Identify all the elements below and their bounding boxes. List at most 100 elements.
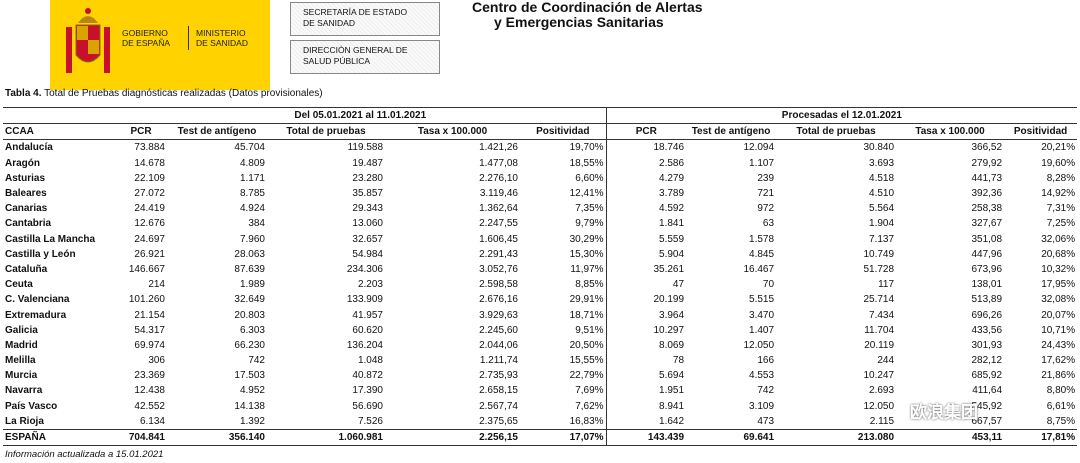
column-header: Positividad — [1004, 123, 1078, 141]
cell: 3.119,46 — [479, 188, 518, 200]
column-header: Test de antígeno — [686, 123, 777, 141]
cell: 392,36 — [971, 188, 1003, 200]
cell: 411,64 — [972, 385, 1003, 397]
cell: 11,97% — [570, 263, 604, 275]
group-header: Procesadas el 12.01.2021 — [605, 106, 1078, 125]
table-row: La Rioja 6.134 1.392 7.526 2.375,65 16,83% 1.6… — [3, 413, 1077, 430]
table-row: Castilla y León 26.921 28.063 54.984 2.291,4… — [3, 246, 1077, 262]
table-row: Cantabria 12.676 384 13.060 2.247,55 9,79% 1.8… — [3, 216, 1077, 232]
cell: 101.260 — [128, 294, 165, 306]
cell: 5.904 — [605, 246, 687, 262]
cell: 8,28% — [1046, 172, 1076, 184]
cell: 146.667 — [128, 263, 165, 275]
cell: 4.952 — [239, 385, 265, 397]
table-row: Navarra 12.438 4.952 17.390 2.658,15 7,69% 1.9… — [3, 383, 1077, 399]
region-name: Galicia — [5, 324, 38, 336]
table-row: Baleares 27.072 8.785 35.857 3.119,46 12,41% 3… — [3, 185, 1077, 202]
column-header: CCAA — [3, 123, 115, 141]
cell: 30.840 — [863, 142, 895, 154]
cell: 19,70% — [569, 142, 604, 154]
table-row: Castilla La Mancha 24.697 7.960 32.657 1.606… — [3, 231, 1077, 247]
cell: 21,86% — [1041, 370, 1076, 382]
cell: 6,60% — [575, 172, 604, 184]
cell: 12.050 — [743, 339, 775, 351]
cell: 441,73 — [971, 172, 1003, 184]
cell: 60.620 — [352, 324, 383, 336]
cell: 19.487 — [352, 157, 383, 169]
table-row: C. Valenciana 101.260 32.649 133.909 2.676,1… — [3, 292, 1077, 308]
cell: 16.467 — [743, 263, 775, 275]
table-row: Ceuta 214 1.989 2.203 2.598,58 8,85% 47 70 117 13… — [3, 277, 1077, 293]
cell: 12.676 — [134, 218, 165, 230]
cell: 1.578 — [749, 233, 775, 245]
region-name: Navarra — [5, 385, 43, 397]
cell: 1.421,26 — [479, 142, 518, 154]
cell: 28.063 — [234, 248, 265, 260]
cell: 2.586 — [605, 155, 687, 171]
cell: 234.306 — [346, 263, 383, 275]
column-header: PCR — [605, 123, 687, 141]
coat-of-arms — [66, 8, 110, 73]
cell: 2.735,93 — [479, 370, 518, 382]
cell: 24.697 — [134, 233, 165, 245]
cell: 30,29% — [569, 233, 604, 245]
cell: 6.303 — [239, 324, 265, 336]
cell: 1.989 — [239, 279, 265, 291]
cell: 8.069 — [605, 337, 687, 353]
cell: 301,93 — [971, 339, 1003, 351]
box-text: DIRECCIÓN GENERAL DE — [303, 45, 408, 55]
cell: 2.598,58 — [479, 279, 518, 291]
cell: 12,41% — [569, 188, 604, 200]
table-row: Murcia 23.369 17.503 40.872 2.735,93 22,79% 5.… — [3, 368, 1077, 384]
region-name: Baleares — [5, 188, 47, 200]
cell: 87.639 — [234, 263, 265, 275]
cell: 1.477,08 — [479, 157, 518, 169]
cell: 4.845 — [749, 248, 775, 260]
table-row: Melilla 306 742 1.048 1.211,74 15,55% 78 166 244… — [3, 353, 1077, 369]
cell: 2.291,43 — [479, 248, 518, 260]
cell: 18,55% — [569, 157, 604, 169]
cell: 138,01 — [971, 279, 1003, 291]
cell: 78 — [605, 353, 687, 369]
cell: 1.048 — [357, 355, 383, 367]
cell: 10.749 — [863, 248, 895, 260]
cell: 20.803 — [234, 309, 265, 321]
cell: 3.693 — [869, 157, 895, 169]
region-name: La Rioja — [5, 415, 44, 427]
watermark: 欧浪集团 — [910, 403, 978, 422]
cell: 1.171 — [239, 172, 265, 184]
cell: 24,43% — [1041, 339, 1076, 351]
cell: 70 — [762, 279, 775, 291]
cell: 13.060 — [352, 218, 383, 230]
header-title: Centro de Coordinación de Alertas y Emerg… — [472, 0, 703, 30]
cell: 972 — [757, 203, 775, 215]
cell: 1.392 — [239, 415, 265, 427]
region-name: Melilla — [5, 355, 36, 367]
cell: 17.390 — [352, 385, 383, 397]
cell: 685,92 — [971, 370, 1003, 382]
cell: 5.694 — [605, 368, 687, 384]
cell: 40.872 — [352, 370, 383, 382]
cell: 35.857 — [352, 188, 383, 200]
cell: 10,71% — [1041, 324, 1076, 336]
cell: 4.510 — [869, 188, 895, 200]
cell: 1.841 — [605, 216, 687, 232]
cell: 15,30% — [569, 248, 604, 260]
table-row: Asturias 22.109 1.171 23.280 2.276,10 6,60% 4.… — [3, 170, 1077, 186]
cell: 7,69% — [575, 385, 604, 397]
group-header-row: Del 05.01.2021 al 11.01.2021 Procesadas e… — [3, 106, 1078, 125]
cell: 56.690 — [352, 400, 383, 412]
cell: 14,92% — [1041, 188, 1076, 200]
footer: Información actualizada a 15.01.2021 — [5, 449, 164, 460]
cell: 23.369 — [134, 370, 165, 382]
cell: 2.256,15 — [385, 428, 520, 447]
cell: 673,96 — [971, 263, 1003, 275]
table-row: Aragón 14.678 4.809 19.487 1.477,08 18,55% 2.5… — [3, 155, 1077, 171]
cell: 18,71% — [569, 309, 604, 321]
logo: GOBIERNO DE ESPAÑA MINISTERIO DE SANIDAD — [50, 0, 270, 90]
column-header: Total de pruebas — [267, 123, 385, 141]
cell: 54.984 — [352, 248, 383, 260]
cell: 29.343 — [352, 203, 383, 215]
logo-text: DE ESPAÑA — [122, 38, 171, 48]
cell: 721 — [757, 188, 775, 200]
